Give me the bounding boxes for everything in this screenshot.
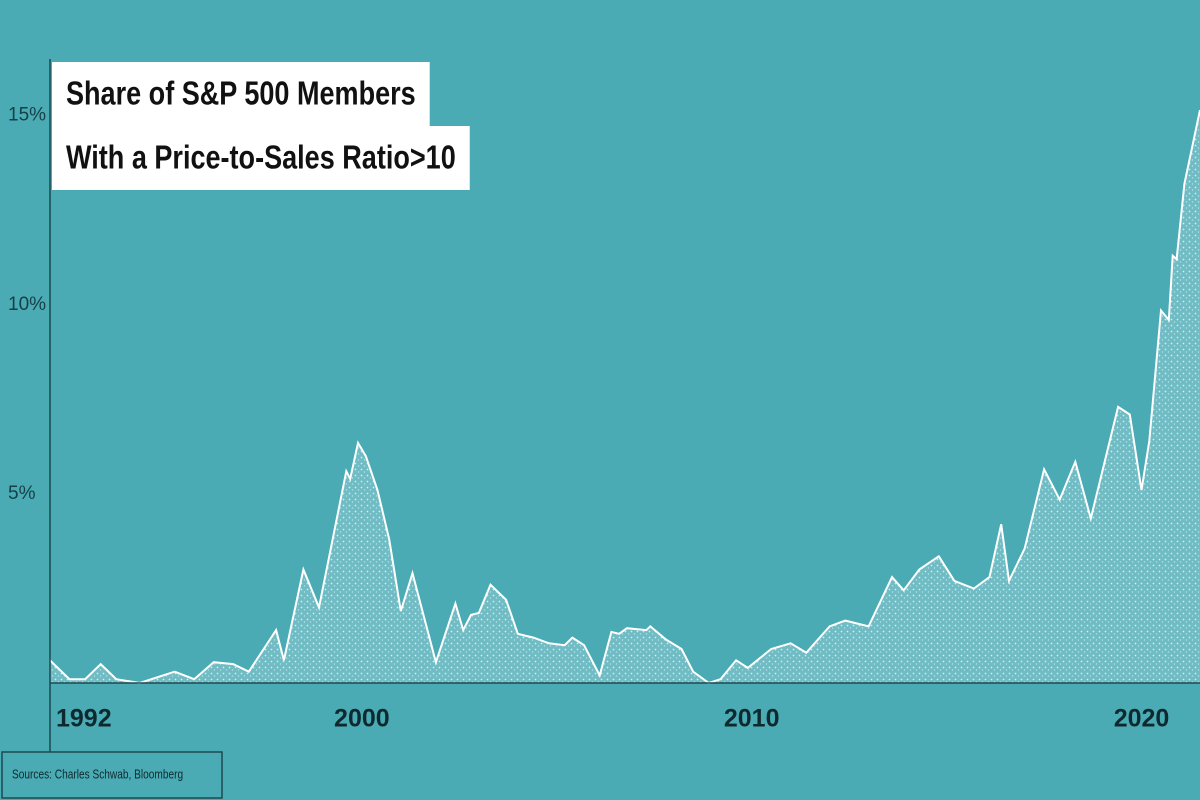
x-tick-label: 2000 xyxy=(334,705,390,733)
y-tick-label: 10% xyxy=(8,294,46,315)
chart-title: Share of S&P 500 Members xyxy=(66,76,416,112)
x-tick-label: 1992 xyxy=(56,705,112,733)
source-box: Sources: Charles Schwab, Bloomberg xyxy=(1,751,223,799)
source-background xyxy=(1,751,223,799)
source-note: Sources: Charles Schwab, Bloomberg xyxy=(12,767,183,781)
area-line xyxy=(49,109,1200,685)
title-background xyxy=(52,62,430,126)
title-box: Share of S&P 500 Members With a Price-to-… xyxy=(52,62,470,190)
labels: 5% 10% 15% 1992 2000 2010 2020 xyxy=(8,105,1169,733)
chart-title: With a Price-to-Sales Ratio>10 xyxy=(66,140,456,176)
y-tick-label: 15% xyxy=(8,105,46,126)
title-background xyxy=(52,126,470,190)
area-texture xyxy=(50,110,1200,684)
plot xyxy=(49,59,1200,752)
x-tick-label: 2010 xyxy=(724,705,780,733)
x-tick-label: 2020 xyxy=(1114,705,1170,733)
y-tick-label: 5% xyxy=(8,483,36,504)
